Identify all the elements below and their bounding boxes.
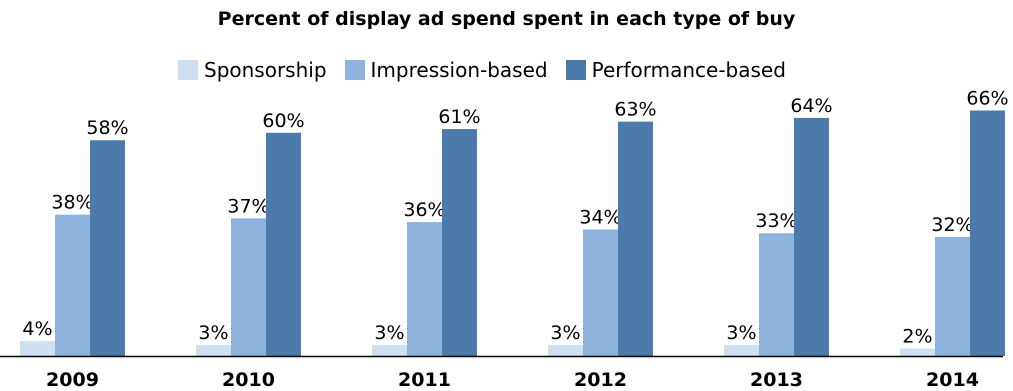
x-tick-label-2009: 2009 <box>46 369 99 391</box>
data-label-sponsorship-2012: 3% <box>550 322 580 344</box>
data-label-performance-based-2009: 58% <box>86 117 128 139</box>
bar-sponsorship-2013 <box>724 345 759 356</box>
bar-impression-based-2011 <box>407 222 442 356</box>
bar-performance-based-2014 <box>970 110 1005 356</box>
data-label-impression-based-2010: 37% <box>227 195 269 217</box>
data-label-performance-based-2014: 66% <box>966 87 1008 109</box>
bar-performance-based-2013 <box>794 118 829 356</box>
data-label-sponsorship-2009: 4% <box>22 318 52 340</box>
data-label-performance-based-2011: 61% <box>438 106 480 128</box>
x-tick-label-2014: 2014 <box>926 369 979 391</box>
bar-performance-based-2009 <box>90 140 125 356</box>
bar-sponsorship-2009 <box>20 341 55 356</box>
bar-sponsorship-2011 <box>372 345 407 356</box>
bar-performance-based-2012 <box>618 122 653 356</box>
data-label-impression-based-2009: 38% <box>51 192 93 214</box>
data-label-impression-based-2014: 32% <box>931 214 973 236</box>
x-tick-label-2010: 2010 <box>222 369 275 391</box>
bar-sponsorship-2012 <box>548 345 583 356</box>
data-label-sponsorship-2010: 3% <box>198 322 228 344</box>
bar-impression-based-2010 <box>231 218 266 356</box>
data-label-impression-based-2012: 34% <box>579 207 621 229</box>
x-tick-label-2013: 2013 <box>750 369 803 391</box>
bar-impression-based-2012 <box>583 230 618 356</box>
bar-sponsorship-2014 <box>900 349 935 356</box>
bar-performance-based-2011 <box>442 129 477 356</box>
bar-impression-based-2013 <box>759 233 794 356</box>
bar-performance-based-2010 <box>266 133 301 356</box>
x-tick-label-2011: 2011 <box>398 369 451 391</box>
data-label-impression-based-2011: 36% <box>403 199 445 221</box>
data-label-performance-based-2010: 60% <box>262 110 304 132</box>
data-label-sponsorship-2013: 3% <box>726 322 756 344</box>
bar-sponsorship-2010 <box>196 345 231 356</box>
data-label-impression-based-2013: 33% <box>755 210 797 232</box>
data-label-sponsorship-2011: 3% <box>374 322 404 344</box>
bar-impression-based-2014 <box>935 237 970 356</box>
data-label-performance-based-2013: 64% <box>790 95 832 117</box>
bar-impression-based-2009 <box>55 215 90 356</box>
x-tick-label-2012: 2012 <box>574 369 627 391</box>
data-label-sponsorship-2014: 2% <box>902 326 932 348</box>
data-label-performance-based-2012: 63% <box>614 99 656 121</box>
